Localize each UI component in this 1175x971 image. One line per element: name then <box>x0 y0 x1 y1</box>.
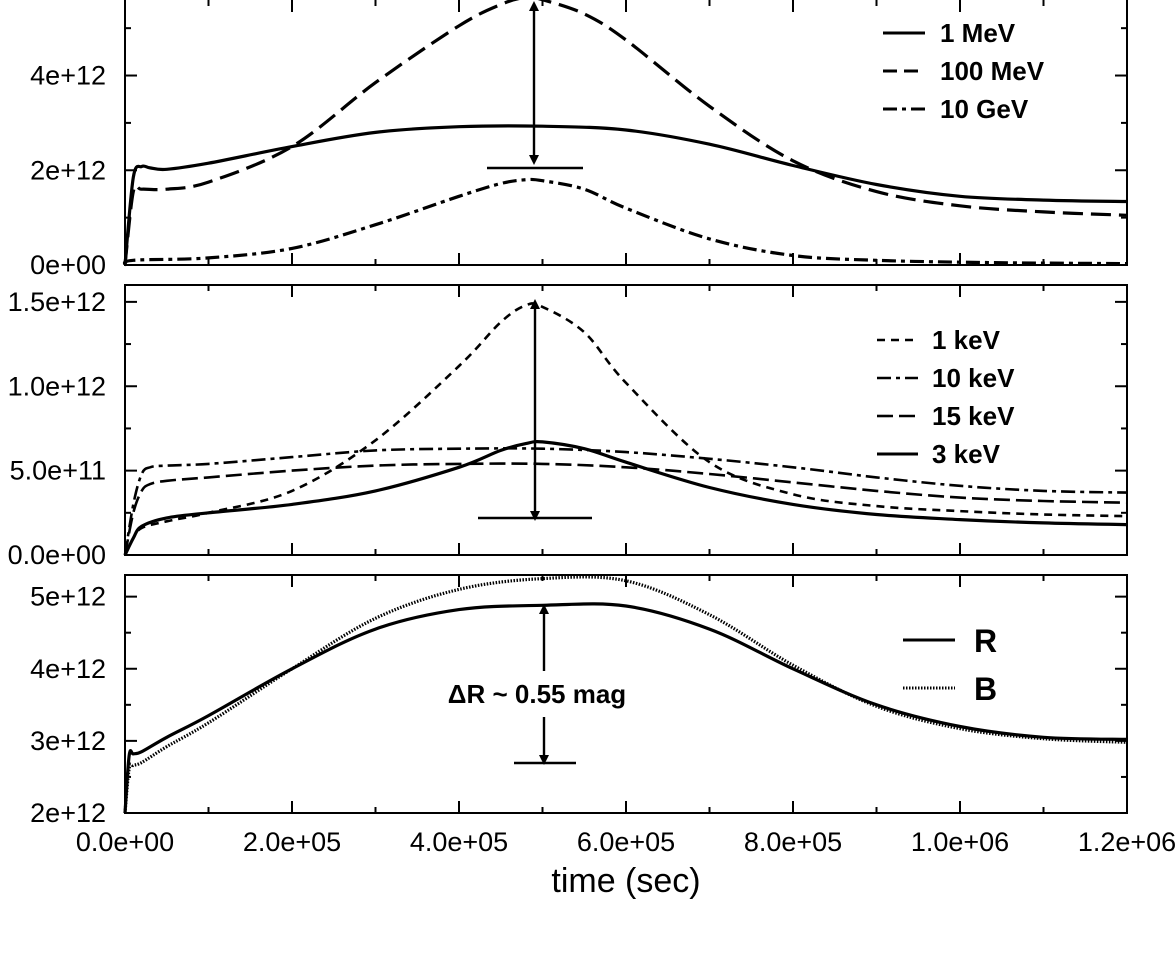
panel-bottom-ticks: 2e+12 3e+12 4e+12 5e+12 0.0e+00 2.0e+05 4.0e+0… <box>30 575 1175 857</box>
legend-label-10kev: 10 keV <box>932 363 1015 393</box>
panel-bottom: 2e+12 3e+12 4e+12 5e+12 0.0e+00 2.0e+05 4.0e+0… <box>30 574 1175 900</box>
panel-bottom-arrow: ΔR ~ 0.55 mag <box>448 604 626 765</box>
legend-label-1kev: 1 keV <box>932 325 1001 355</box>
legend-label-10gev: 10 GeV <box>940 94 1029 124</box>
legend-label-3kev: 3 keV <box>932 439 1001 469</box>
x-tick-label: 1.0e+06 <box>911 827 1009 857</box>
panel-top-ticks: 0e+00 2e+12 4e+12 <box>30 0 1128 280</box>
x-tick-label: 4.0e+05 <box>410 827 508 857</box>
y-tick-label: 0e+00 <box>30 250 106 280</box>
series-line-10-gev <box>122 177 1128 267</box>
panel-top: 0e+00 2e+12 4e+12 1 MeV 100 MeV 10 GeV <box>30 0 1128 280</box>
legend-label-1mev: 1 MeV <box>940 18 1016 48</box>
x-axis-title: time (sec) <box>551 862 700 900</box>
y-tick-label: 5e+12 <box>30 582 106 612</box>
panel-middle-legend: 1 keV 10 keV 15 keV 3 keV <box>877 325 1015 469</box>
x-tick-label: 1.2e+06 <box>1078 827 1175 857</box>
legend-label-b: B <box>974 671 997 707</box>
y-tick-label: 3e+12 <box>30 726 106 756</box>
y-tick-label: 4e+12 <box>30 654 106 684</box>
series-line-15-kev <box>123 462 1128 556</box>
y-tick-label: 0.0e+00 <box>8 540 106 570</box>
x-tick-label: 6.0e+05 <box>577 827 675 857</box>
series-line-r <box>123 602 1128 814</box>
y-tick-label: 1.0e+12 <box>8 371 106 401</box>
x-tick-label: 8.0e+05 <box>744 827 842 857</box>
panel-middle-arrow <box>478 299 592 521</box>
legend-label-100mev: 100 MeV <box>940 56 1045 86</box>
panel-bottom-lines <box>123 575 1128 814</box>
series-line-100-mev <box>123 0 1128 266</box>
panel-top-legend: 1 MeV 100 MeV 10 GeV <box>883 18 1045 124</box>
series-line-3-kev <box>123 440 1128 556</box>
panel-top-arrow <box>487 0 583 170</box>
panel-middle-ticks: 0.0e+00 5.0e+11 1.0e+12 1.5e+12 <box>8 285 1128 570</box>
panel-middle: 0.0e+00 5.0e+11 1.0e+12 1.5e+12 1 keV 10 ke… <box>8 284 1128 570</box>
y-tick-label: 2e+12 <box>30 798 106 828</box>
panel-top-lines <box>122 0 1128 267</box>
y-tick-label: 5.0e+11 <box>10 456 106 486</box>
y-tick-label: 4e+12 <box>30 61 106 91</box>
panel-bottom-legend: R B <box>903 623 997 707</box>
series-line-10-kev <box>123 447 1128 556</box>
legend-label-15kev: 15 keV <box>932 401 1015 431</box>
x-tick-label: 2.0e+05 <box>243 827 341 857</box>
series-line-1-mev <box>123 124 1128 266</box>
legend-label-r: R <box>974 623 997 659</box>
y-tick-label: 2e+12 <box>30 155 106 185</box>
x-tick-label: 0.0e+00 <box>76 827 174 857</box>
delta-r-annotation: ΔR ~ 0.55 mag <box>448 679 626 709</box>
series-line-b <box>123 575 1128 814</box>
y-tick-label: 1.5e+12 <box>8 287 106 317</box>
